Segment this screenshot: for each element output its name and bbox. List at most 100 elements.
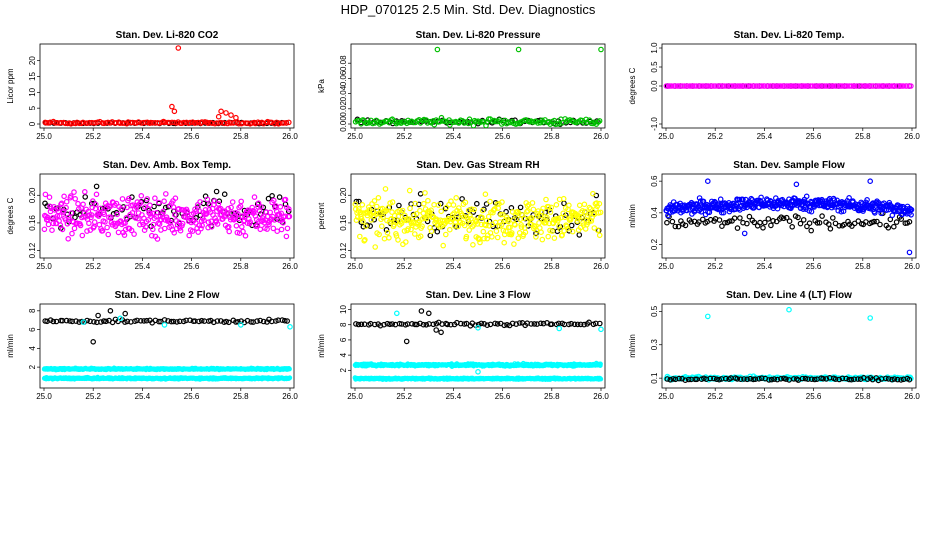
x-tick-label: 25.0 — [347, 262, 363, 271]
data-point — [786, 218, 793, 225]
data-point — [774, 376, 781, 383]
data-point — [693, 83, 700, 89]
data-point — [894, 376, 901, 383]
data-point — [172, 212, 178, 218]
data-point — [193, 120, 199, 126]
y-tick-label: 0 — [28, 121, 37, 126]
y-tick-label: 4 — [28, 346, 37, 351]
outlier-point — [218, 108, 224, 115]
data-point — [551, 235, 558, 241]
data-point — [353, 321, 359, 327]
data-point — [168, 318, 175, 325]
outlier-point — [122, 310, 129, 317]
y-tick-label: 2 — [339, 368, 348, 373]
data-point — [460, 213, 467, 220]
data-point — [267, 209, 274, 216]
x-tick-label: 25.8 — [544, 262, 560, 271]
x-tick-label: 25.0 — [36, 132, 52, 141]
data-point — [808, 208, 815, 215]
data-point — [459, 196, 465, 202]
x-tick-label: 25.0 — [658, 392, 674, 401]
data-point — [446, 226, 453, 233]
x-tick-label: 25.6 — [495, 132, 511, 141]
data-point — [284, 318, 291, 324]
data-point — [908, 206, 915, 213]
data-point — [699, 216, 706, 223]
data-point — [891, 376, 898, 382]
data-point — [548, 204, 555, 211]
y-tick-label: 0.06 — [339, 70, 348, 86]
data-point — [669, 218, 676, 225]
data-point — [757, 219, 763, 226]
data-point — [770, 218, 776, 224]
data-point — [283, 233, 290, 240]
data-point — [254, 318, 260, 324]
y-tick-label: 0.5 — [650, 61, 659, 73]
data-point — [740, 196, 746, 203]
outlier-point — [515, 46, 522, 53]
outlier-point — [704, 313, 711, 320]
data-point — [668, 83, 675, 89]
data-point — [177, 227, 184, 234]
data-point — [496, 117, 503, 123]
data-point — [851, 83, 858, 89]
x-tick-label: 25.6 — [806, 262, 822, 271]
data-point — [208, 224, 215, 230]
data-point — [470, 242, 476, 248]
data-point — [517, 204, 524, 211]
data-point — [751, 219, 758, 226]
data-point — [412, 321, 418, 328]
data-point — [568, 222, 575, 229]
data-point — [232, 215, 239, 221]
data-point — [179, 220, 186, 227]
data-point — [711, 375, 717, 382]
data-point — [890, 223, 897, 230]
data-point — [858, 83, 864, 89]
x-tick-label: 25.0 — [347, 392, 363, 401]
data-point — [806, 220, 813, 227]
data-point — [61, 193, 67, 200]
x-tick-label: 25.2 — [85, 132, 101, 141]
data-point — [284, 225, 291, 232]
data-point — [846, 195, 852, 201]
data-point — [598, 376, 604, 382]
data-point — [235, 318, 241, 325]
data-point — [900, 83, 907, 89]
x-tick-label: 25.4 — [757, 392, 773, 401]
data-point — [542, 220, 549, 226]
figure-title: HDP_070125 2.5 Min. Std. Dev. Diagnostic… — [340, 2, 596, 17]
data-point — [141, 318, 147, 324]
data-point — [392, 219, 399, 225]
data-point — [89, 204, 96, 211]
data-point — [596, 200, 603, 207]
x-tick-label: 25.4 — [135, 132, 151, 141]
data-point — [153, 213, 160, 220]
data-point — [91, 219, 98, 225]
data-point — [83, 120, 89, 127]
plot-frame — [350, 43, 606, 129]
panel-4: Stan. Dev. Amb. Box Temp.25.0 25.2 25.4 25.… — [6, 160, 298, 271]
data-point — [500, 211, 506, 218]
data-point — [479, 214, 485, 221]
panel-title: Stan. Dev. Li-820 Temp. — [734, 30, 845, 41]
data-point — [705, 83, 712, 89]
data-point — [577, 321, 584, 328]
data-point — [201, 217, 207, 224]
data-point — [171, 230, 178, 236]
data-point — [898, 377, 904, 383]
data-point — [234, 229, 241, 236]
data-point — [118, 206, 124, 212]
data-point — [138, 193, 145, 199]
data-point — [535, 208, 542, 214]
y-tick-label: 0.6 — [650, 175, 659, 187]
data-point — [830, 83, 837, 89]
data-point — [895, 83, 902, 89]
data-point — [49, 227, 55, 234]
x-tick-label: 25.0 — [658, 262, 674, 271]
data-point — [147, 202, 153, 209]
data-point — [214, 221, 221, 227]
data-point — [406, 187, 413, 194]
data-point — [187, 317, 193, 324]
data-point — [165, 318, 171, 324]
